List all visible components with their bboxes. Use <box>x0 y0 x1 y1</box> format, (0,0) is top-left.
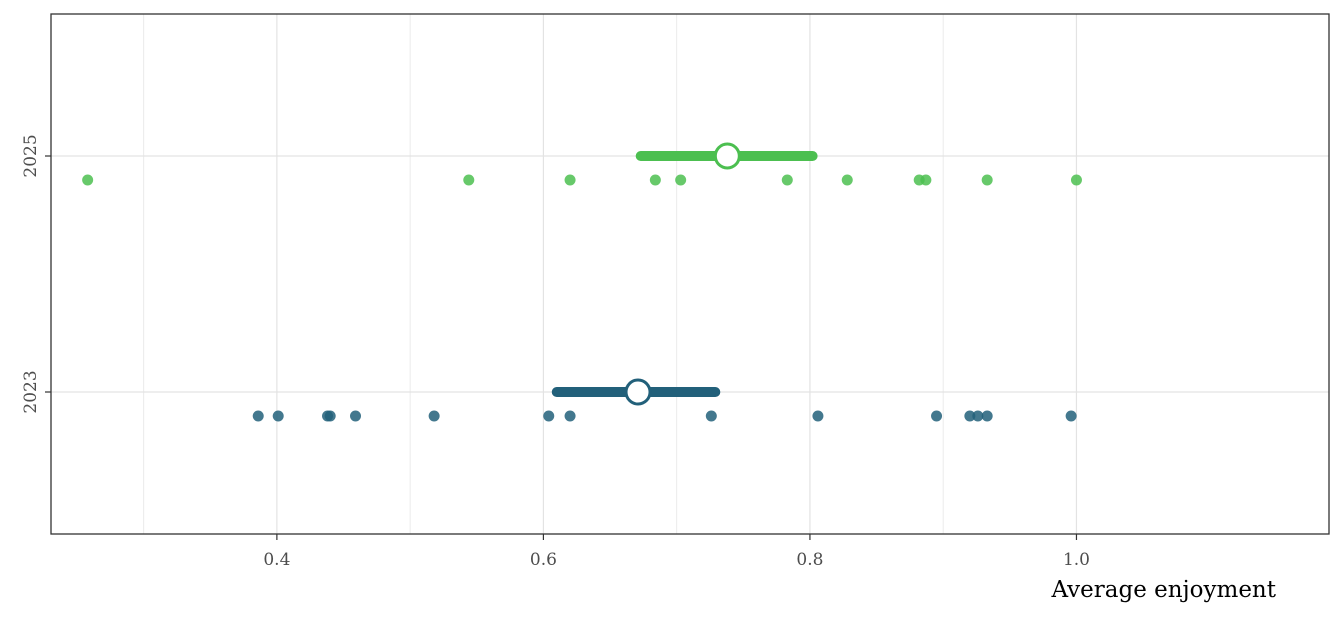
grid-lines <box>51 14 1329 534</box>
x-tick-label: 0.6 <box>530 550 557 570</box>
y-tick-label-2023: 2023 <box>21 370 41 413</box>
x-tick-label: 0.8 <box>796 550 823 570</box>
data-point <box>841 174 853 186</box>
data-point <box>252 410 264 422</box>
data-point <box>931 410 943 422</box>
plot-panel-border <box>50 13 1330 535</box>
x-tick-label: 1.0 <box>1063 550 1090 570</box>
data-point <box>324 410 336 422</box>
data-point <box>350 410 362 422</box>
data-point <box>564 174 576 186</box>
data-point <box>920 174 932 186</box>
mean-point <box>713 142 741 170</box>
data-point <box>812 410 824 422</box>
data-point <box>705 410 717 422</box>
x-tick-label: 0.4 <box>263 550 290 570</box>
axes: 0.4 0.6 0.8 1.0 2023 2025 <box>21 134 1090 570</box>
data-point <box>964 410 976 422</box>
data-point <box>543 410 555 422</box>
data-point <box>781 174 793 186</box>
data-point <box>428 410 440 422</box>
data-point <box>463 174 475 186</box>
data-point <box>1065 410 1077 422</box>
series-2023 <box>252 378 1077 422</box>
x-axis-title: Average enjoyment <box>1050 577 1276 603</box>
data-point <box>564 410 576 422</box>
chart-marks <box>82 142 1082 422</box>
data-point <box>1070 174 1082 186</box>
data-point <box>981 410 993 422</box>
data-point <box>675 174 687 186</box>
series-2025 <box>82 142 1082 186</box>
data-point <box>649 174 661 186</box>
data-point <box>972 410 984 422</box>
mean-point <box>624 378 652 406</box>
y-tick-label-2025: 2025 <box>21 134 41 177</box>
data-point <box>981 174 993 186</box>
data-point <box>82 174 94 186</box>
data-point <box>272 410 284 422</box>
